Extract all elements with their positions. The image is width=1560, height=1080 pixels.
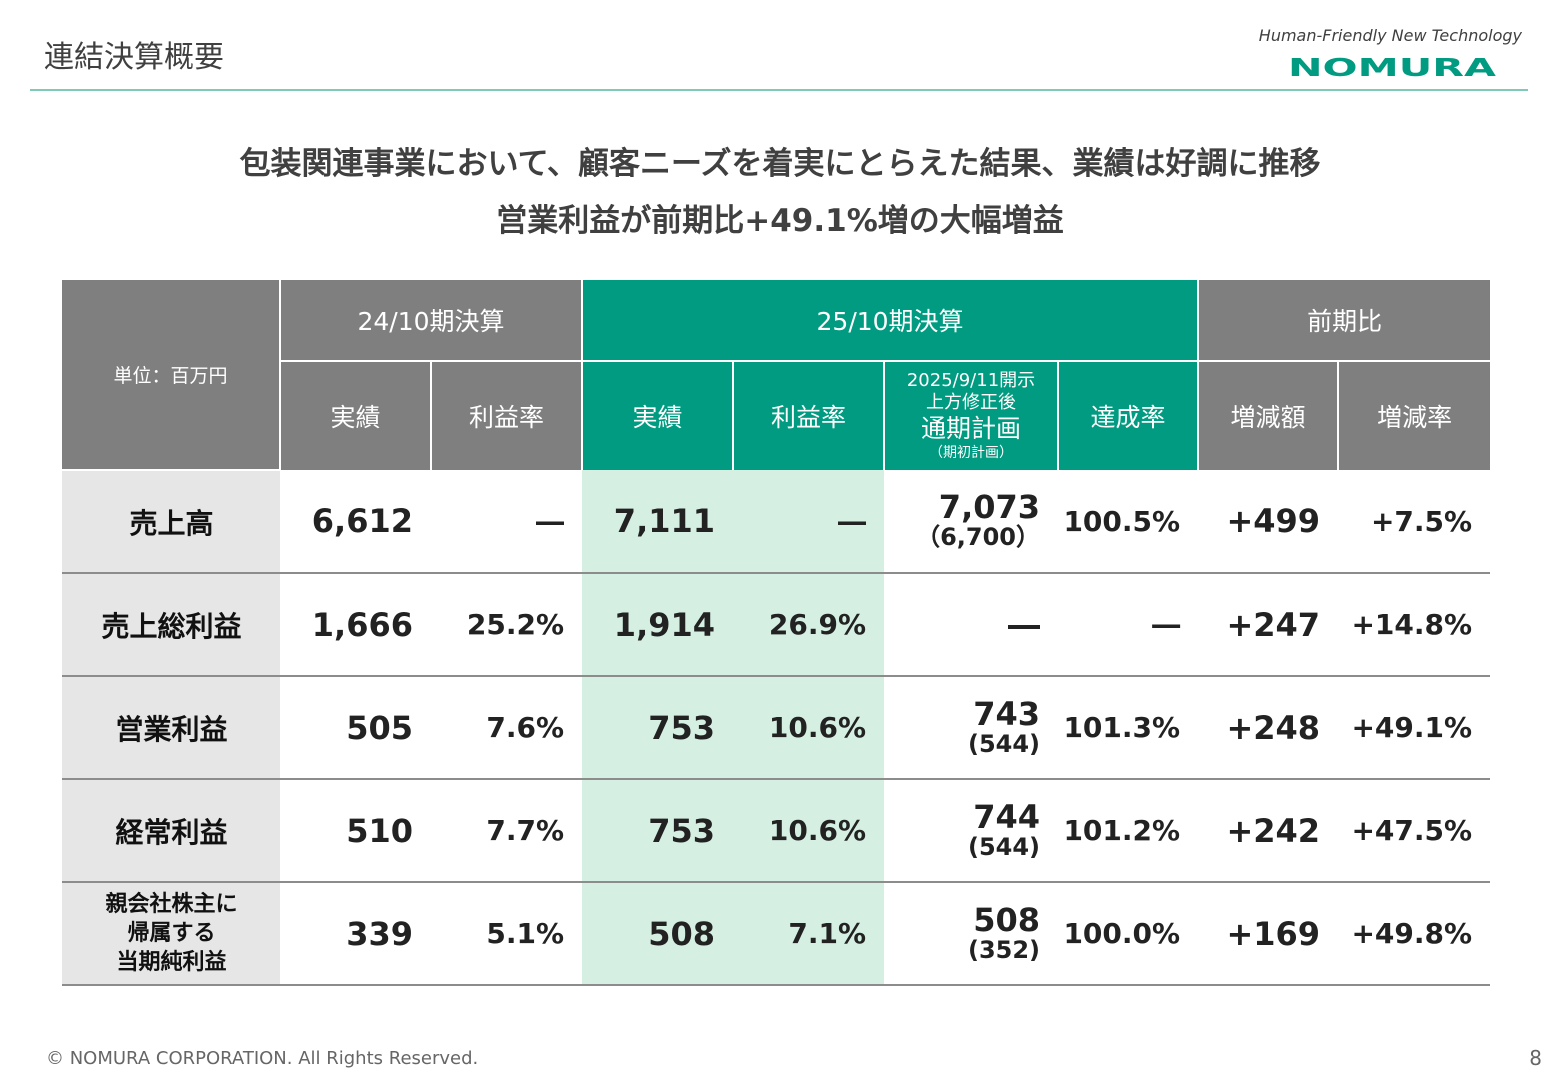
- table-row: 親会社株主に 帰属する 当期純利益 339 5.1% 508 7.1% 508 …: [62, 882, 1491, 986]
- row-label: 親会社株主に 帰属する 当期純利益: [62, 882, 280, 986]
- plan-value: ―: [1008, 605, 1041, 644]
- plan-cell: 508 (352): [884, 882, 1059, 986]
- curr-actual-cell: 508: [582, 882, 734, 986]
- plan-value: 743: [973, 694, 1041, 733]
- logo-text: NOMURA: [1288, 56, 1497, 78]
- curr-margin-cell: 26.9%: [733, 573, 885, 677]
- change-amount-cell: +242: [1198, 779, 1339, 883]
- plan-initial-value: (352): [967, 935, 1041, 964]
- row-label: 売上総利益: [62, 573, 280, 677]
- curr-margin-cell: ―: [733, 470, 885, 574]
- plan-initial-value: (544): [967, 832, 1041, 861]
- curr-actual-cell: 1,914: [582, 573, 734, 677]
- col-header-change-amount: 増減額: [1198, 361, 1340, 470]
- group-header-yoy: 前期比: [1198, 280, 1491, 362]
- prev-actual-cell: 6,612: [280, 470, 431, 574]
- col-header-curr-actual: 実績: [582, 361, 735, 470]
- prev-margin-cell: 7.7%: [431, 779, 583, 883]
- prev-actual-cell: 505: [280, 676, 431, 780]
- table-row: 売上総利益 1,666 25.2% 1,914 26.9% ― ― +247 +…: [62, 573, 1491, 677]
- table-row: 売上高 6,612 ― 7,111 ― 7,073 （6,700） 100.5%…: [62, 470, 1491, 574]
- row-label: 経常利益: [62, 779, 280, 883]
- headline-line-1: 包装関連事業において、顧客ニーズを着実にとらえた結果、業績は好調に推移: [239, 146, 1321, 182]
- curr-margin-cell: 10.6%: [733, 676, 885, 780]
- curr-margin-cell: 10.6%: [733, 779, 885, 883]
- change-rate-cell: +14.8%: [1338, 573, 1491, 677]
- page-number: 8: [1529, 1046, 1542, 1070]
- row-label-line: 親会社株主に: [105, 892, 238, 917]
- plan-value: 744: [973, 797, 1041, 836]
- plan-header-date: 2025/9/11開示: [906, 370, 1036, 391]
- group-header-prev: 24/10期決算: [280, 280, 584, 362]
- change-rate-cell: +49.8%: [1338, 882, 1491, 986]
- prev-margin-cell: 7.6%: [431, 676, 583, 780]
- tagline: Human-Friendly New Technology: [1258, 26, 1522, 45]
- change-rate-cell: +47.5%: [1338, 779, 1491, 883]
- col-header-prev-actual: 実績: [280, 361, 432, 470]
- plan-header-revised: 上方修正後: [926, 392, 1017, 413]
- row-label-line: 帰属する: [127, 921, 216, 946]
- change-amount-cell: +248: [1198, 676, 1339, 780]
- plan-header-initial: （期初計画）: [929, 445, 1014, 461]
- curr-actual-cell: 7,111: [582, 470, 734, 574]
- achievement-cell: 101.3%: [1058, 676, 1199, 780]
- plan-value: 508: [973, 900, 1041, 939]
- col-header-curr-margin: 利益率: [733, 361, 886, 470]
- change-amount-cell: +247: [1198, 573, 1339, 677]
- plan-cell: ―: [884, 573, 1059, 677]
- plan-cell: 744 (544): [884, 779, 1059, 883]
- results-table: 単位：百万円 24/10期決算 25/10期決算 前期比 実績 利益率 実績 利…: [62, 280, 1491, 986]
- curr-actual-cell: 753: [582, 779, 734, 883]
- plan-value: 7,073: [938, 488, 1041, 526]
- prev-margin-cell: 25.2%: [431, 573, 583, 677]
- achievement-cell: 100.5%: [1058, 470, 1199, 574]
- plan-initial-value: （6,700）: [916, 523, 1041, 551]
- prev-actual-cell: 1,666: [280, 573, 431, 677]
- achievement-cell: 101.2%: [1058, 779, 1199, 883]
- change-amount-cell: +499: [1198, 470, 1339, 574]
- headline-line-2: 営業利益が前期比+49.1%増の大幅増益: [496, 203, 1064, 239]
- plan-cell: 743 (544): [884, 676, 1059, 780]
- prev-actual-cell: 510: [280, 779, 431, 883]
- curr-actual-cell: 753: [582, 676, 734, 780]
- plan-initial-value: (544): [967, 729, 1041, 758]
- col-header-plan: 2025/9/11開示 上方修正後 通期計画 （期初計画）: [884, 361, 1060, 470]
- row-label: 営業利益: [62, 676, 280, 780]
- nomura-logo: NOMURA: [1288, 53, 1498, 82]
- row-label: 売上高: [62, 470, 280, 574]
- table-row: 営業利益 505 7.6% 753 10.6% 743 (544) 101.3%…: [62, 676, 1491, 780]
- page-title: 連結決算概要: [44, 40, 224, 75]
- table-row: 経常利益 510 7.7% 753 10.6% 744 (544) 101.2%…: [62, 779, 1491, 883]
- row-label-line: 当期純利益: [116, 950, 227, 975]
- col-header-achievement: 達成率: [1058, 361, 1200, 470]
- plan-header-title: 通期計画: [921, 414, 1022, 443]
- copyright-footer: © NOMURA CORPORATION. All Rights Reserve…: [46, 1048, 479, 1069]
- col-header-prev-margin: 利益率: [431, 361, 584, 470]
- prev-actual-cell: 339: [280, 882, 431, 986]
- unit-label: 単位：百万円: [62, 280, 281, 471]
- curr-margin-cell: 7.1%: [733, 882, 885, 986]
- group-header-curr: 25/10期決算: [582, 280, 1200, 362]
- col-header-change-rate: 増減率: [1338, 361, 1491, 470]
- change-rate-cell: +49.1%: [1338, 676, 1491, 780]
- prev-margin-cell: ―: [431, 470, 583, 574]
- prev-margin-cell: 5.1%: [431, 882, 583, 986]
- achievement-cell: 100.0%: [1058, 882, 1199, 986]
- change-rate-cell: +7.5%: [1338, 470, 1491, 574]
- plan-cell: 7,073 （6,700）: [884, 470, 1059, 574]
- achievement-cell: ―: [1058, 573, 1199, 677]
- change-amount-cell: +169: [1198, 882, 1339, 986]
- header-divider: [30, 89, 1528, 91]
